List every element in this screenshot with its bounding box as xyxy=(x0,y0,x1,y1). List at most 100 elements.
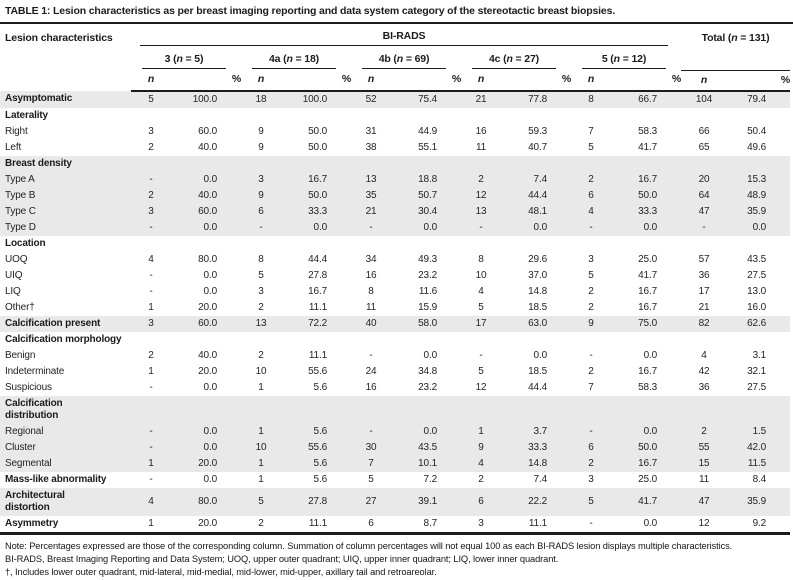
total-column-header: Total (n = 131) xyxy=(681,25,791,71)
cell-count: 9 xyxy=(588,317,594,329)
cell-percent: 27.5 xyxy=(747,381,767,393)
cell-percent: 40.0 xyxy=(198,189,217,201)
table-row: UIQ - 0.0 5 27.8 16 23.2 10 37.0 5 41.7 36 27.5 xyxy=(0,268,790,284)
cell-count: - xyxy=(149,473,153,485)
cell-count: 2 xyxy=(148,349,154,361)
cell-percent: 5.6 xyxy=(313,473,328,485)
cell-count: 34 xyxy=(365,253,377,265)
group-header-row: Calcification morphology xyxy=(0,332,790,348)
cell-percent: 20.0 xyxy=(198,365,217,377)
cell-count: 7 xyxy=(588,381,594,393)
cell-count: 24 xyxy=(365,365,377,377)
cell-percent: 9.2 xyxy=(727,515,791,535)
birads-group-header: BI-RADS xyxy=(131,25,681,47)
cell-count: 21 xyxy=(365,205,377,217)
cell-percent: 5.6 xyxy=(313,457,328,469)
cell-count: 2 xyxy=(258,301,264,313)
cell-count: 64 xyxy=(698,189,710,201)
cell-percent: 5.6 xyxy=(313,381,328,393)
cell-percent: 77.8 xyxy=(528,93,547,105)
group-header-row: Calcification distribution xyxy=(0,395,791,424)
cell-percent: 23.2 xyxy=(418,381,437,393)
table-row: UOQ 4 80.0 8 44.4 34 49.3 8 29.6 3 25.0 57 43.5 xyxy=(0,252,790,268)
cell-count: 5 xyxy=(588,141,594,153)
table-row: Asymmetry 1 20.0 2 11.1 6 8.7 3 11.1-0.0 12 9.2 xyxy=(0,515,791,535)
cell-percent: 44.4 xyxy=(308,253,327,265)
cell-count: 2 xyxy=(588,365,594,377)
cell-count: 1 xyxy=(148,301,154,313)
cell-count: 38 xyxy=(365,141,377,153)
cell-percent: 8.7 xyxy=(391,515,461,535)
cell-count: 66 xyxy=(698,125,710,137)
cell-count: 17 xyxy=(475,317,487,329)
cell-percent: 5.6 xyxy=(313,425,328,437)
cell-percent: 50.0 xyxy=(638,441,658,453)
footnote-line: †, Includes lower outer quadrant, mid-la… xyxy=(5,567,437,578)
cell-percent: 16.7 xyxy=(638,285,658,297)
cell-percent: 25.0 xyxy=(638,253,658,265)
table-title: TABLE 1: Lesion characteristics as per b… xyxy=(0,3,793,24)
cell-percent: 0.0 xyxy=(611,515,682,535)
cell-count: 82 xyxy=(698,317,710,329)
birads-category-header: 4b (n = 69) xyxy=(351,47,461,70)
cell-percent: 16.7 xyxy=(638,173,658,185)
cell-count: 16 xyxy=(475,125,487,137)
cell-count: - xyxy=(479,221,483,233)
cell-percent: 0.0 xyxy=(203,473,218,485)
cell-percent: 72.2 xyxy=(308,317,327,329)
cell-percent: 41.7 xyxy=(638,269,658,281)
group-header-row: Breast density xyxy=(0,155,791,172)
cell-percent: 79.4 xyxy=(747,93,767,105)
cell-percent: 27.5 xyxy=(747,269,767,281)
cell-count: 5 xyxy=(258,495,264,507)
cell-percent: 50.0 xyxy=(308,125,327,137)
cell-count: 12 xyxy=(475,381,487,393)
table-body: Asymptomatic 5 100.0 18 100.0 52 75.4 21 77.8 8 66… xyxy=(0,90,791,535)
cell-percent: 40.7 xyxy=(528,141,547,153)
cell-percent: 80.0 xyxy=(198,495,217,507)
row-label: Asymptomatic xyxy=(5,93,73,104)
cell-count: 30 xyxy=(365,441,377,453)
cell-percent: 58.0 xyxy=(418,317,437,329)
n-column-header: n xyxy=(461,70,501,92)
cell-count: 6 xyxy=(588,441,594,453)
cell-count: 47 xyxy=(698,495,710,507)
row-label: Laterality xyxy=(5,109,48,121)
table-row: Mass-like abnormality - 0.0 1 5.6 5 7.2 2 7.4 3 25… xyxy=(0,472,790,488)
cell-percent: 20.0 xyxy=(198,457,217,469)
cell-percent: 25.0 xyxy=(638,473,658,485)
cell-count: 2 xyxy=(148,189,154,201)
cell-count: - xyxy=(571,515,611,535)
cell-count: 1 xyxy=(148,457,154,469)
cell-percent: 14.8 xyxy=(528,285,547,297)
cell-percent: 10.1 xyxy=(418,457,437,469)
birads-category-header: 4c (n = 27) xyxy=(461,47,571,70)
birads-category-header: 5 (n = 12) xyxy=(571,47,681,70)
cell-percent: 0.0 xyxy=(643,349,658,361)
cell-percent: 48.9 xyxy=(747,189,767,201)
cell-count: 10 xyxy=(255,441,267,453)
cell-count: 2 xyxy=(478,173,484,185)
cell-percent: 62.6 xyxy=(747,317,767,329)
cell-count: 3 xyxy=(258,173,264,185)
cell-count: 5 xyxy=(478,365,484,377)
cell-percent: 58.3 xyxy=(638,381,658,393)
cell-percent: 32.1 xyxy=(747,365,767,377)
cell-percent: 16.7 xyxy=(308,285,327,297)
cell-percent: 43.5 xyxy=(747,253,767,265)
cell-percent: 55.6 xyxy=(308,365,327,377)
cell-count: - xyxy=(589,425,593,437)
cell-percent: 0.0 xyxy=(643,425,658,437)
cell-percent: 3.1 xyxy=(752,349,767,361)
cell-percent: 50.0 xyxy=(638,189,658,201)
cell-percent: 0.0 xyxy=(533,221,548,233)
cell-count: 55 xyxy=(698,441,710,453)
category-header-row: 3 (n = 5) 4a (n = 18) 4b (n = 69) 4c (n = 2… xyxy=(0,47,790,70)
cell-percent: 3.7 xyxy=(533,425,548,437)
cell-count: - xyxy=(149,221,153,233)
cell-count: 52 xyxy=(365,93,377,105)
cell-percent: 58.3 xyxy=(638,125,658,137)
cell-percent: 63.0 xyxy=(528,317,547,329)
cell-percent: 35.9 xyxy=(747,495,767,507)
table-row: Calcification present 3 60.0 13 72.2 40 58.0 17… xyxy=(0,315,791,332)
